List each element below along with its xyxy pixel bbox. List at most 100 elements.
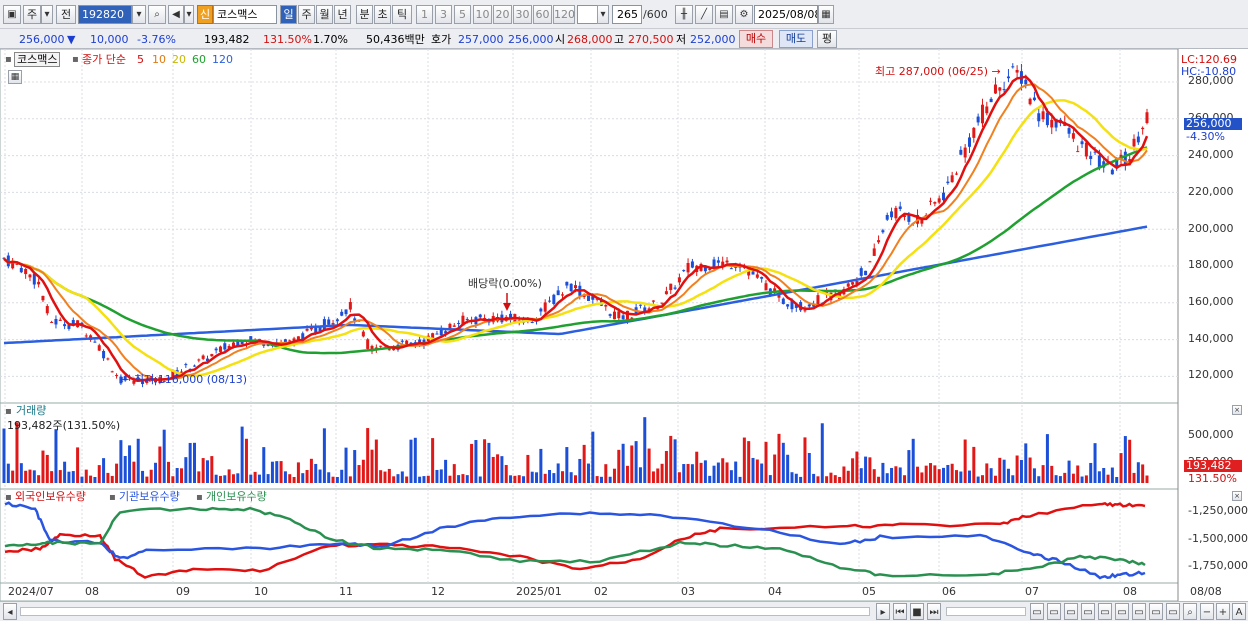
tab-day[interactable]: 일 [280, 5, 297, 24]
chevron-down-icon[interactable]: ▾ [41, 5, 53, 24]
foreign-hold-legend[interactable]: 외국인보유수량 [15, 490, 86, 503]
interval-1-button[interactable]: 1 [416, 5, 433, 24]
chart-type-button[interactable]: 주 [23, 5, 41, 24]
candle-body [119, 376, 123, 384]
stock-legend[interactable]: 코스맥스 [14, 52, 61, 67]
candle-body [340, 311, 344, 316]
chart-layout-icon[interactable]: ▭ [1132, 603, 1146, 620]
stop-icon[interactable]: ■ [910, 603, 924, 620]
tab-week[interactable]: 주 [298, 5, 315, 24]
data-count-input[interactable]: 265 [612, 5, 642, 24]
interval-5-button[interactable]: 5 [454, 5, 471, 24]
volume-bar [959, 471, 963, 483]
candle-body [193, 365, 196, 367]
ma60-legend[interactable]: 60 [192, 53, 206, 66]
interval-20-button[interactable]: 20 [493, 5, 512, 24]
scroll-right-icon[interactable]: ▸ [876, 603, 890, 620]
volume-bar [773, 454, 777, 483]
rewind-icon[interactable]: ⏮ [893, 603, 907, 620]
evaluate-button[interactable]: 평 [817, 30, 837, 48]
low-arrow-icon: ← [120, 373, 130, 386]
chart-layout-icon[interactable]: ▭ [1115, 603, 1129, 620]
scrollbar-track[interactable] [20, 607, 870, 616]
tab-year[interactable]: 년 [334, 5, 351, 24]
volume-title[interactable]: 거래량 [16, 404, 47, 417]
ma5-legend[interactable]: 5 [137, 53, 144, 66]
stock-name-field[interactable]: 코스맥스 [213, 5, 277, 24]
sell-button[interactable]: 매도 [779, 30, 813, 48]
volume-bar [543, 473, 547, 483]
volume-bar [677, 472, 681, 483]
buy-button[interactable]: 매수 [739, 30, 773, 48]
ma10-legend[interactable]: 10 [152, 53, 166, 66]
tab-month[interactable]: 월 [316, 5, 333, 24]
low-label: 저 [676, 33, 687, 46]
chart-layout-icon[interactable]: ▭ [1030, 603, 1044, 620]
stock-code-input[interactable]: 192820 [78, 5, 132, 24]
ma120-line [3, 225, 1148, 345]
tab-tick[interactable]: 틱 [392, 5, 412, 24]
candle-type-icon[interactable]: ╫ [675, 5, 693, 24]
chevron-down-icon[interactable]: ▾ [597, 5, 609, 24]
volume-bar [167, 461, 171, 483]
chart-layout-icon[interactable]: ▭ [1149, 603, 1163, 620]
font-size-icon[interactable]: A [1232, 603, 1246, 620]
top-toolbar: ▣ 주 ▾ 전 192820 ▾ ⌕ ◀ ▾ 신 코스맥스 일 주 월 년 분 … [0, 0, 1248, 29]
close-icon[interactable]: × [1232, 491, 1242, 501]
volume-bar [392, 476, 396, 483]
grid-toggle-icon[interactable]: ▦ [8, 70, 22, 84]
interval-3-button[interactable]: 3 [435, 5, 452, 24]
volume-bar [426, 475, 430, 483]
speaker-icon[interactable]: ◀ [168, 5, 184, 24]
volume-bar [301, 473, 305, 483]
search-icon[interactable]: ⌕ [148, 5, 166, 24]
tab-second[interactable]: 초 [374, 5, 391, 24]
candle-body [405, 340, 409, 345]
scroll-left-icon[interactable]: ◂ [3, 603, 17, 620]
candle-body [851, 282, 855, 285]
chart-layout-icon[interactable]: ▭ [1098, 603, 1112, 620]
chart-layout-icon[interactable]: ▭ [1166, 603, 1180, 620]
candle-body [942, 192, 946, 201]
institution-hold-legend[interactable]: 기관보유수량 [119, 490, 180, 503]
candle-body [989, 98, 993, 103]
volume-bar [903, 475, 907, 483]
zoom-out-icon[interactable]: − [1200, 603, 1214, 620]
chart-layout-icon[interactable]: ▭ [1064, 603, 1078, 620]
chevron-down-icon[interactable]: ▾ [184, 5, 194, 24]
forward-icon[interactable]: ⏭ [927, 603, 941, 620]
ma20-legend[interactable]: 20 [172, 53, 186, 66]
interval-120-button[interactable]: 120 [553, 5, 575, 24]
candle-body [656, 308, 660, 310]
ma-legend-label[interactable]: 종가 단순 [82, 53, 126, 66]
interval-60-button[interactable]: 60 [533, 5, 552, 24]
volume-bar [833, 475, 837, 483]
candle-body [929, 200, 933, 202]
draw-tool-icon[interactable]: ╱ [695, 5, 713, 24]
individual-hold-legend[interactable]: 개인보유수량 [206, 490, 267, 503]
ma120-legend[interactable]: 120 [212, 53, 233, 66]
chart-area[interactable]: ▪ 코스맥스 ▪ 종가 단순 5 10 20 60 120 ▦ LC:120.6… [0, 49, 1248, 601]
speed-slider[interactable] [946, 607, 1026, 616]
close-icon[interactable]: × [1232, 405, 1242, 415]
price-axis-label: 180,000 [1188, 258, 1234, 271]
chart-layout-icon[interactable]: ▭ [1081, 603, 1095, 620]
chart-layout-icon[interactable]: ▭ [1047, 603, 1061, 620]
volume-bar [565, 447, 569, 483]
save-icon[interactable]: ▤ [715, 5, 733, 24]
volume-bar [786, 454, 790, 483]
period-button[interactable]: 전 [56, 5, 76, 24]
candle-body [907, 214, 911, 222]
volume-bar [1019, 459, 1023, 483]
chevron-down-icon[interactable]: ▾ [132, 5, 146, 24]
date-input[interactable]: 2025/08/08 [754, 5, 818, 24]
window-menu-icon[interactable]: ▣ [3, 5, 21, 24]
tab-minute[interactable]: 분 [356, 5, 373, 24]
zoom-in-icon[interactable]: + [1216, 603, 1230, 620]
gear-icon[interactable]: ⚙ [735, 5, 753, 24]
interval-30-button[interactable]: 30 [513, 5, 532, 24]
interval-10-button[interactable]: 10 [473, 5, 492, 24]
calendar-icon[interactable]: ▦ [818, 5, 834, 24]
volume-bar [651, 471, 655, 483]
zoom-icon[interactable]: ⌕ [1183, 603, 1197, 620]
